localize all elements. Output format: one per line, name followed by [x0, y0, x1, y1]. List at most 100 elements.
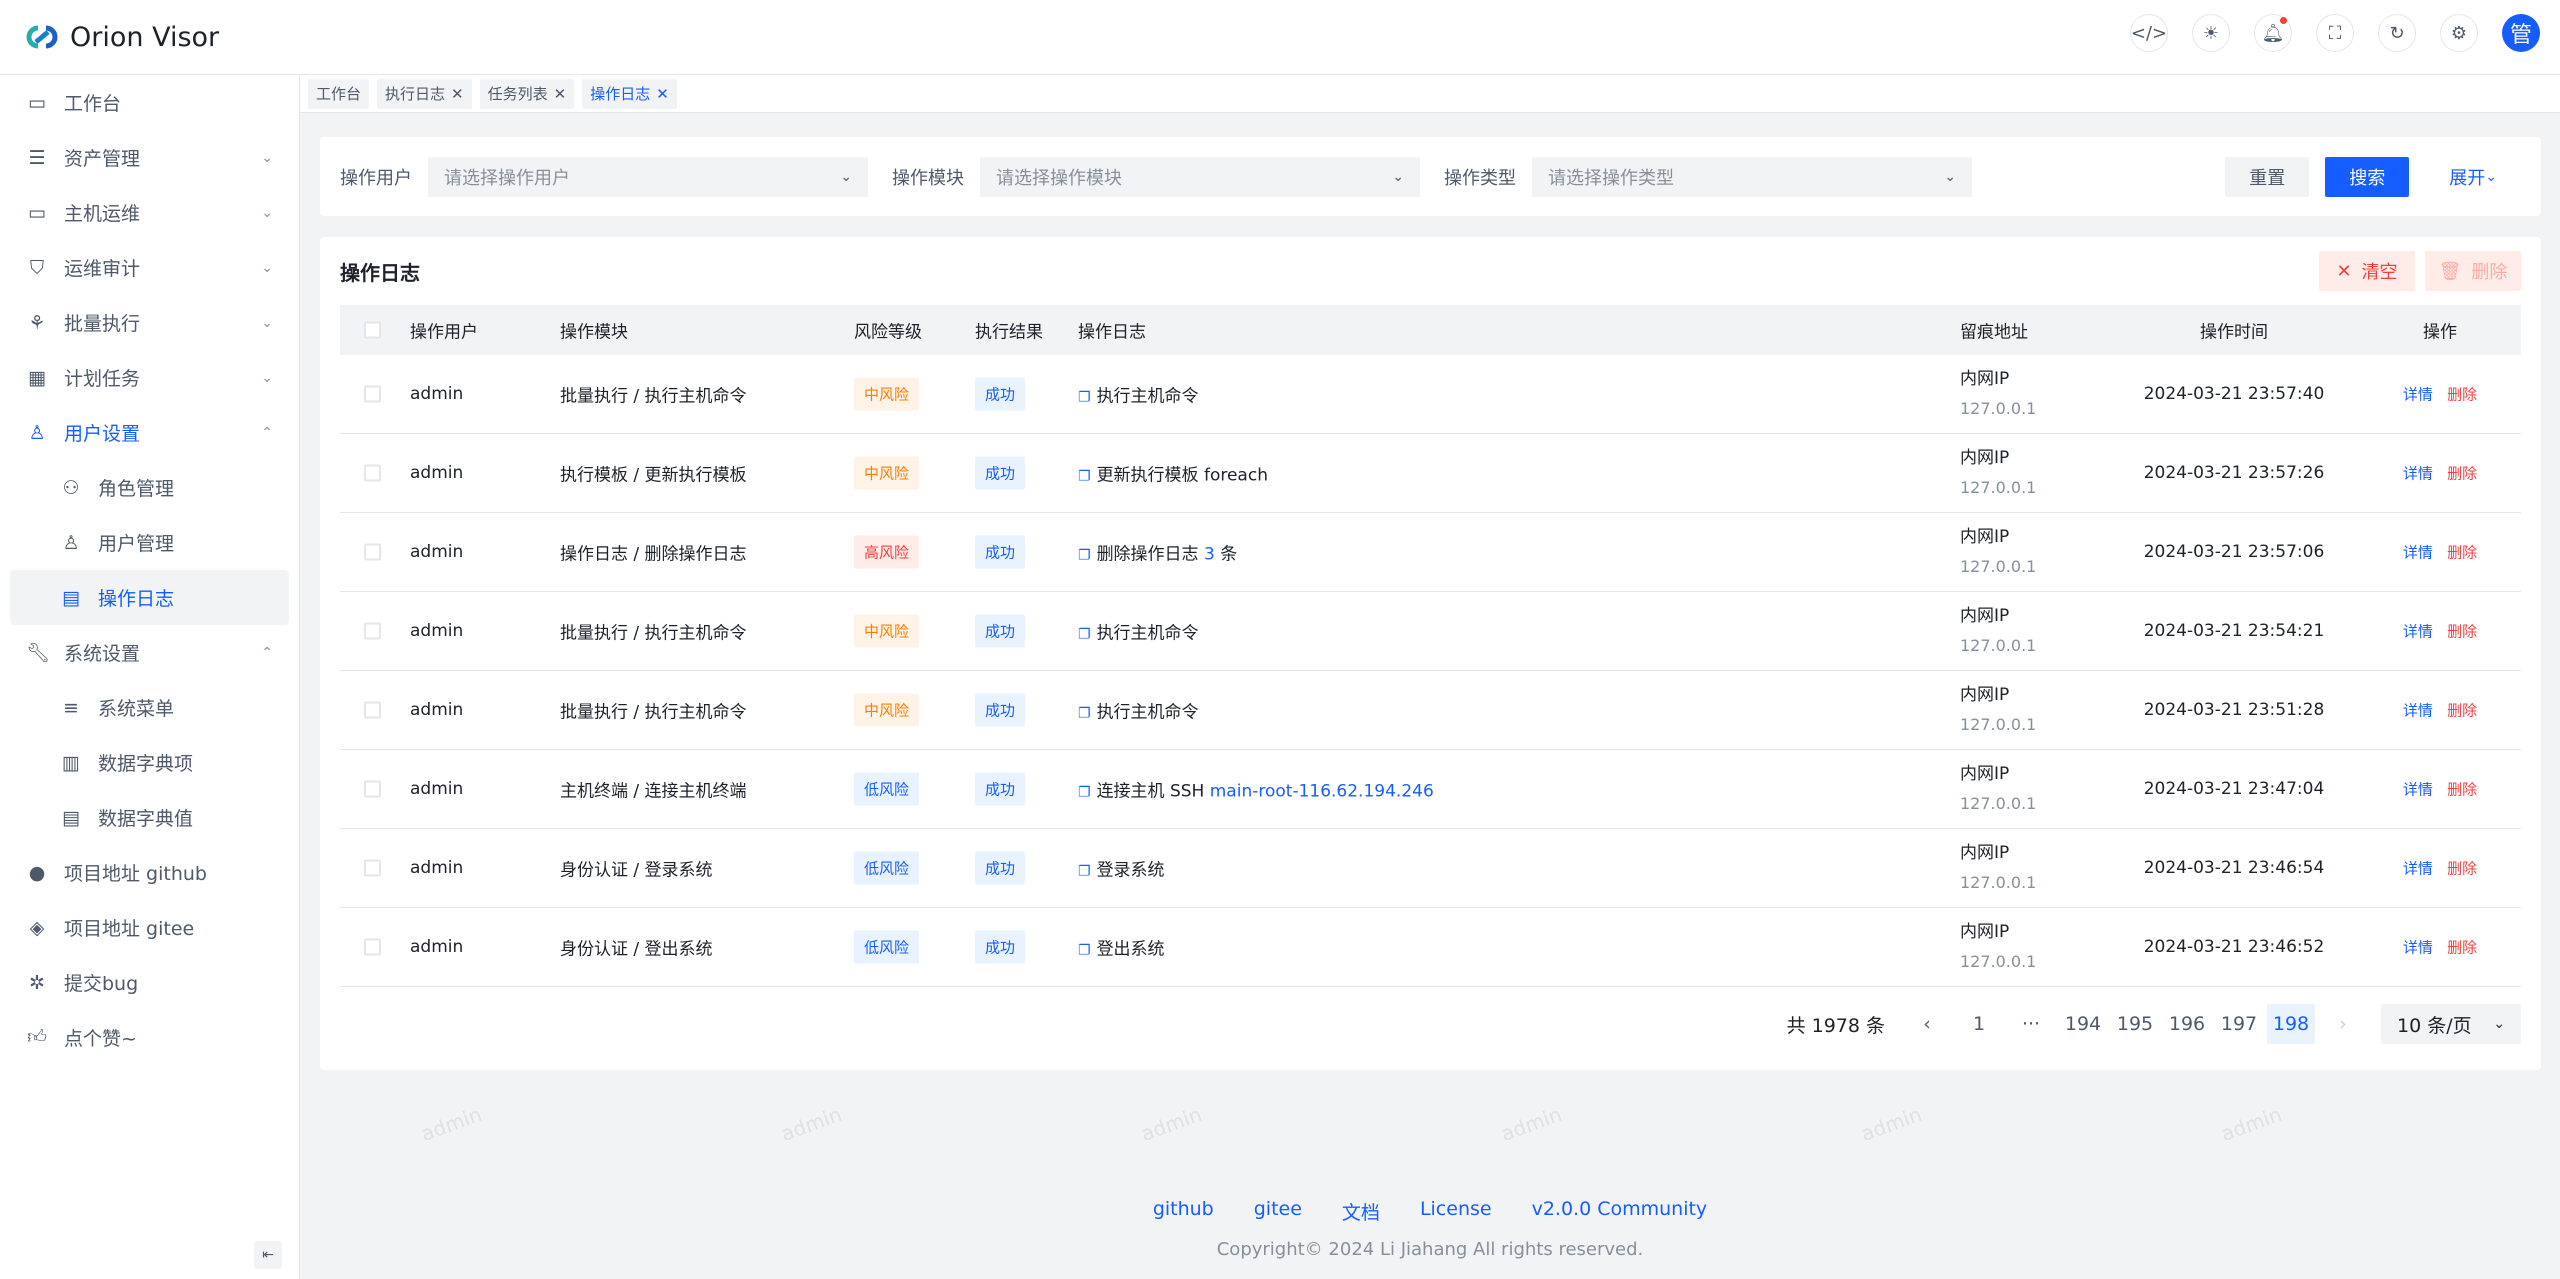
sidebar-item[interactable]: ⚇ 角色管理	[0, 460, 299, 515]
sidebar-item[interactable]: ♙ 用户设置 ⌃	[0, 405, 299, 460]
close-icon[interactable]: ✕	[553, 84, 567, 103]
detail-link[interactable]: 详情	[2402, 622, 2433, 641]
operator-user: admin	[410, 384, 464, 404]
sidebar-item[interactable]: ⛉ 运维审计 ⌄	[0, 240, 299, 295]
filter-select[interactable]: 请选择操作模块 ⌄	[980, 156, 1420, 197]
copy-icon[interactable]: ❐	[1078, 784, 1091, 801]
tab[interactable]: 执行日志 ✕	[377, 78, 472, 109]
sidebar-item[interactable]: ≡ 系统菜单	[0, 680, 299, 735]
page-number[interactable]: 195	[2116, 1013, 2154, 1035]
prev-page-icon[interactable]: ‹	[1923, 1013, 1931, 1035]
close-icon[interactable]: ✕	[451, 84, 464, 103]
filter-select[interactable]: 请选择操作类型 ⌄	[1532, 156, 1972, 197]
expand-button[interactable]: 展开 ⌄	[2425, 157, 2521, 197]
logo-icon	[26, 25, 58, 49]
sidebar-item[interactable]: ⚘ 批量执行 ⌄	[0, 295, 299, 350]
page-number[interactable]: 1	[1972, 1013, 1986, 1035]
tab[interactable]: 工作台	[308, 78, 370, 109]
sidebar-item[interactable]: ☰ 资产管理 ⌄	[0, 130, 299, 185]
avatar[interactable]: 管	[2502, 14, 2540, 52]
page-number[interactable]: 197	[2220, 1013, 2258, 1035]
page-number[interactable]: 196	[2168, 1013, 2206, 1035]
sidebar-item[interactable]: 👍︎ 点个赞~	[0, 1010, 299, 1065]
row-checkbox[interactable]	[364, 938, 381, 956]
sidebar-item[interactable]: ▭ 工作台	[0, 75, 299, 130]
theme-icon[interactable]: ☀	[2192, 14, 2230, 52]
row-checkbox[interactable]	[364, 622, 381, 640]
bell-icon[interactable]: 🔔︎	[2254, 14, 2292, 52]
close-icon[interactable]: ✕	[656, 84, 669, 103]
footer-link[interactable]: License	[1419, 1198, 1492, 1220]
sidebar-item[interactable]: ▥ 数据字典项	[0, 735, 299, 790]
footer-link[interactable]: github	[1152, 1198, 1214, 1220]
detail-link[interactable]: 详情	[2402, 543, 2433, 562]
delete-link[interactable]: 删除	[2447, 859, 2478, 878]
log-text: 执行主机命令	[1096, 623, 1199, 644]
page-number[interactable]: 198	[2267, 1004, 2315, 1044]
delete-link[interactable]: 删除	[2447, 780, 2478, 799]
detail-link[interactable]: 详情	[2402, 385, 2433, 404]
tab[interactable]: 操作日志 ✕	[582, 78, 677, 109]
copy-icon[interactable]: ❐	[1078, 468, 1091, 485]
footer-link[interactable]: gitee	[1253, 1198, 1302, 1220]
sidebar-item[interactable]: ✲ 提交bug	[0, 955, 299, 1010]
log-text: 删除操作日志	[1096, 544, 1204, 565]
row-checkbox[interactable]	[364, 464, 381, 482]
row-checkbox[interactable]	[364, 859, 381, 877]
page-size-select[interactable]: 10 条/页 ⌄	[2381, 1004, 2521, 1044]
detail-link[interactable]: 详情	[2402, 938, 2433, 957]
copy-icon[interactable]: ❐	[1078, 863, 1091, 880]
filter-select[interactable]: 请选择操作用户 ⌄	[428, 156, 868, 197]
footer-link[interactable]: v2.0.0 Community	[1531, 1198, 1708, 1220]
copy-icon[interactable]: ❐	[1078, 705, 1091, 722]
sidebar-item[interactable]: ◈ 项目地址 gitee	[0, 900, 299, 955]
sidebar-item[interactable]: ▭ 主机运维 ⌄	[0, 185, 299, 240]
fullscreen-icon[interactable]: ⛶	[2316, 14, 2354, 52]
logo[interactable]: Orion Visor	[24, 22, 219, 53]
reset-button[interactable]: 重置	[2225, 156, 2310, 197]
row-checkbox[interactable]	[364, 780, 381, 798]
operator-user: admin	[410, 858, 464, 878]
page-number[interactable]: 194	[2064, 1013, 2102, 1035]
copy-icon[interactable]: ❐	[1078, 942, 1091, 959]
detail-link[interactable]: 详情	[2402, 780, 2433, 799]
log-text: 登录系统	[1096, 860, 1165, 881]
page-number[interactable]: ···	[2021, 1013, 2041, 1035]
delete-link[interactable]: 删除	[2447, 938, 2478, 957]
delete-link[interactable]: 删除	[2447, 464, 2478, 483]
delete-link[interactable]: 删除	[2447, 543, 2478, 562]
copy-icon[interactable]: ❐	[1078, 626, 1091, 643]
row-checkbox[interactable]	[364, 543, 381, 561]
detail-link[interactable]: 详情	[2402, 464, 2433, 483]
row-actions: 详情 删除	[2380, 542, 2500, 563]
sidebar-item[interactable]: ♙ 用户管理	[0, 515, 299, 570]
sidebar-item[interactable]: ▦ 计划任务 ⌄	[0, 350, 299, 405]
detail-link[interactable]: 详情	[2402, 859, 2433, 878]
copy-icon[interactable]: ❐	[1078, 389, 1091, 406]
row-checkbox[interactable]	[364, 385, 381, 403]
result-tag: 成功	[975, 772, 1026, 806]
delete-link[interactable]: 删除	[2447, 385, 2478, 404]
row-checkbox[interactable]	[364, 701, 381, 719]
clear-button[interactable]: ✕ 清空	[2319, 251, 2415, 291]
watermark: admin	[417, 1102, 485, 1146]
sidebar-item[interactable]: ▤ 操作日志	[10, 570, 289, 625]
copy-icon[interactable]: ❐	[1078, 547, 1091, 564]
tab-bar: 工作台 执行日志 ✕ 任务列表 ✕ 操作日志 ✕	[300, 75, 2560, 113]
collapse-sidebar-icon[interactable]: ⇤	[254, 1241, 282, 1269]
refresh-icon[interactable]: ↻	[2378, 14, 2416, 52]
code-icon[interactable]: </>	[2130, 14, 2168, 52]
sidebar-item[interactable]: ▤ 数据字典值	[0, 790, 299, 845]
sidebar-item[interactable]: 🔧︎ 系统设置 ⌃	[0, 625, 299, 680]
detail-link[interactable]: 详情	[2402, 701, 2433, 720]
settings-icon[interactable]: ⚙	[2440, 14, 2478, 52]
select-all-checkbox[interactable]	[364, 321, 381, 339]
search-button[interactable]: 搜索	[2325, 156, 2410, 197]
footer-link[interactable]: 文档	[1341, 1202, 1380, 1224]
delete-button: 🗑︎ 删除	[2425, 251, 2521, 291]
delete-link[interactable]: 删除	[2447, 622, 2478, 641]
delete-link[interactable]: 删除	[2447, 701, 2478, 720]
watermark: admin	[777, 1102, 845, 1146]
sidebar-item[interactable]: ● 项目地址 github	[0, 845, 299, 900]
tab[interactable]: 任务列表 ✕	[479, 78, 575, 109]
